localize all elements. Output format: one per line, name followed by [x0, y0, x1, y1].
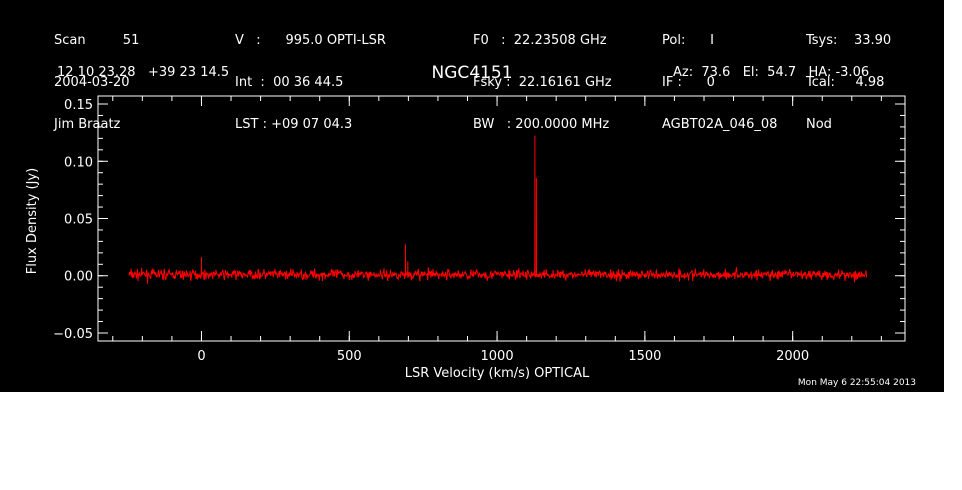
plot-panel	[0, 0, 944, 392]
spectral-peak	[404, 244, 407, 246]
spectrum-line	[128, 136, 868, 284]
spectrum-chart: −0.05 0.00 0.05 0.10 0.15 0 500 1000 1500 2000 L…	[25, 95, 906, 381]
source-name: NGC4151	[431, 63, 513, 83]
timestamp: Mon May 6 22:55:04 2013	[797, 378, 916, 388]
header-system-info: Tsys: 33.90 Tcal: 4.98 Nod	[806, 6, 891, 146]
bandwidth: BW : 200.0000 MHz	[473, 117, 610, 132]
scan-number: Scan 51	[54, 33, 140, 48]
header-velocity-info: V : 995.0 OPTI-LSR Int : 00 36 44.5 LST …	[235, 6, 386, 146]
spectrum-trace	[128, 135, 868, 284]
spectral-peak	[534, 135, 536, 137]
polarization: Pol: I	[662, 33, 714, 48]
velocity-value: V : 995.0 OPTI-LSR	[235, 33, 386, 48]
tsys-value: Tsys: 33.90	[806, 33, 892, 48]
x-tick-label: 0	[197, 349, 205, 364]
x-axis-label: LSR Velocity (km/s) OPTICAL	[405, 366, 590, 381]
x-tick-label: 500	[337, 349, 362, 364]
obs-date: 2004-03-20	[54, 75, 130, 90]
plot-frame	[97, 95, 906, 342]
lst-value: LST : +09 07 04.3	[235, 117, 353, 132]
pointing-info: Az: 73.6 El: 54.7 HA: -3.06	[673, 65, 870, 80]
x-tick-labels: 0 500 1000 1500 2000	[197, 349, 809, 364]
observer-name: Jim Braatz	[54, 117, 121, 132]
procedure-name: Nod	[806, 117, 832, 132]
x-tick-label: 2000	[776, 349, 809, 364]
header-polarization-info: Pol: I IF : 0 AGBT02A_046_08	[662, 6, 777, 146]
spectral-peak	[200, 256, 203, 259]
axis-ticks	[98, 96, 905, 341]
y-tick-label: 0.00	[64, 270, 93, 285]
source-coordinates: 12 10 23.28 +39 23 14.5	[57, 65, 230, 80]
rest-frequency: F0 : 22.23508 GHz	[473, 33, 607, 48]
header-scan-info: Scan 51 2004-03-20 Jim Braatz	[54, 6, 139, 146]
sky-frequency: Fsky : 22.16161 GHz	[473, 75, 612, 90]
project-id: AGBT02A_046_08	[662, 117, 778, 132]
x-tick-label: 1500	[628, 349, 661, 364]
y-tick-label: 0.10	[64, 155, 93, 170]
y-axis-label: Flux Density (Jy)	[25, 168, 40, 274]
tcal-value: Tcal: 4.98	[806, 75, 885, 90]
spectral-peak	[535, 177, 537, 180]
spectral-peak	[407, 261, 409, 263]
y-tick-labels: −0.05 0.00 0.05 0.10 0.15	[53, 98, 93, 342]
y-tick-label: 0.15	[64, 98, 93, 113]
y-tick-label: 0.05	[64, 213, 93, 228]
y-tick-label: −0.05	[53, 327, 93, 342]
x-tick-label: 1000	[481, 349, 514, 364]
if-number: IF : 0	[662, 75, 715, 90]
header-frequency-info: F0 : 22.23508 GHz Fsky : 22.16161 GHz BW…	[473, 6, 612, 146]
integration-time: Int : 00 36 44.5	[235, 75, 344, 90]
